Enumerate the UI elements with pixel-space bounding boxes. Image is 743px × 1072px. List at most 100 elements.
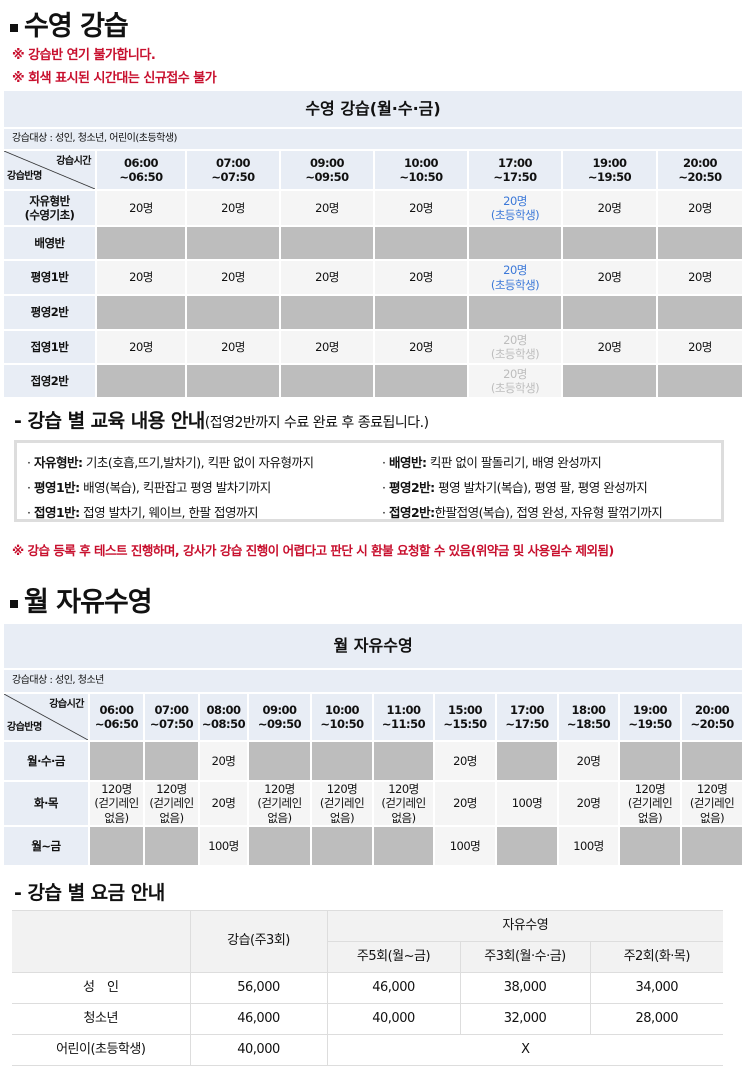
corner-header: 강습시간 강습반명 (2, 692, 90, 742)
capacity-cell: 20명 (279, 189, 375, 227)
capacity-cell: 20명 (95, 189, 187, 227)
capacity-cell: 20명 (655, 189, 743, 227)
time-header: 15:00 ~15:50 (433, 692, 497, 742)
capacity-cell: 20명 (433, 740, 497, 782)
capacity-cell: 20명 (373, 329, 469, 365)
curriculum-class-name: 배영반: (388, 455, 427, 470)
closed-slot (279, 225, 375, 261)
header-row: 강습시간 강습반명 06:00 ~06:50 07:00 ~07:50 09:00 ~0… (2, 149, 743, 191)
closed-slot (655, 225, 743, 261)
bullet-dot: · (27, 505, 34, 520)
time-header: 07:00 ~07:50 (185, 149, 281, 191)
curriculum-description: 킥판 없이 팔돌리기, 배영 완성까지 (426, 455, 602, 470)
capacity-cell: 20명 (373, 189, 469, 227)
capacity-cell: 20명 (279, 329, 375, 365)
capacity-cell: 20명 (655, 259, 743, 296)
fee-row: 청소년 46,000 40,000 32,000 28,000 (12, 1003, 724, 1035)
curriculum-item: · 자유형반: 기초(호흡,뜨기,발차기), 킥판 없이 자유형까지 (27, 452, 314, 471)
fee-value: 56,000 (190, 972, 328, 1004)
closed-slot (185, 294, 281, 331)
square-bullet-icon (10, 23, 18, 32)
capacity-cell: 20명 (561, 329, 658, 365)
class-name: 자유형반 (수영기초) (2, 189, 97, 227)
capacity-cell: 120명 (걷기레인 없음) (88, 779, 145, 828)
table-title: 수영 강습(월·수·금) (1, 89, 743, 129)
time-header: 06:00 ~06:50 (88, 692, 145, 742)
closed-slot (561, 363, 658, 399)
closed-slot (679, 825, 743, 868)
capacity-cell: 20명 (185, 329, 281, 365)
fee-heading: - 강습 별 요금 안내 (14, 882, 165, 904)
free-swim-header: 자유수영 (327, 910, 724, 942)
time-header: 08:00 ~08:50 (198, 692, 249, 742)
curriculum-box: · 자유형반: 기초(호흡,뜨기,발차기), 킥판 없이 자유형까지 · 배영반:… (14, 440, 724, 522)
time-header: 18:00 ~18:50 (557, 692, 620, 742)
free-swim-schedule-table: 월 자유수영 강습대상 : 성인, 청소년 강습시간 강습반명 06:00 ~06:50… (1, 622, 743, 868)
fee-value: 40,000 (190, 1034, 328, 1066)
fee-value: 28,000 (590, 1003, 724, 1035)
closed-slot (279, 294, 375, 331)
corner-bottom-label: 강습반명 (7, 721, 42, 733)
fee-table: 강습(주3회) 자유수영 주5회(월~금) 주3회(월·수·금) 주2회(화·목) 성 인… (12, 910, 724, 1066)
table-row: 접영2반 20명 (초등학생) (2, 363, 743, 399)
capacity-cell: 20명 (185, 259, 281, 296)
curriculum-item: · 평영1반: 배영(복습), 킥판잡고 평영 발차기까지 (27, 477, 271, 496)
table-row: 월·수·금 20명 20명 20명 (2, 740, 743, 782)
curriculum-heading: - 강습 별 교육 내용 안내(접영2반까지 수료 완료 후 종료됩니다.) (14, 410, 429, 432)
closed-slot (310, 825, 374, 868)
class-name: 배영반 (2, 225, 97, 261)
capacity-cell: 120명 (걷기레인 없음) (143, 779, 200, 828)
table-row: 월~금 100명 100명 100명 (2, 825, 743, 868)
curriculum-class-name: 평영2반: (388, 480, 435, 495)
class-name: 평영2반 (2, 294, 97, 331)
closed-slot (618, 825, 682, 868)
time-header: 06:00 ~06:50 (95, 149, 187, 191)
capacity-cell: 20명 (198, 740, 249, 782)
capacity-cell: 20명 (초등학생) (467, 363, 563, 399)
section-title-lessons: 수영 강습 (10, 4, 129, 43)
bullet-dot: · (27, 455, 34, 470)
capacity-cell: 20명 (95, 259, 187, 296)
curriculum-item: · 접영2반:한팔접영(복습), 접영 완성, 자유형 팔꺾기까지 (382, 502, 663, 521)
bullet-dot: · (382, 455, 389, 470)
closed-slot (495, 825, 559, 868)
closed-slot (95, 363, 187, 399)
target-audience: 강습대상 : 성인, 청소년 (1, 668, 743, 694)
closed-slot (95, 225, 187, 261)
time-header: 20:00 ~20:50 (655, 149, 743, 191)
fee-category: 청소년 (12, 1003, 191, 1035)
curriculum-description: 배영(복습), 킥판잡고 평영 발차기까지 (79, 480, 271, 495)
curriculum-class-name: 자유형반: (33, 455, 83, 470)
time-header: 19:00 ~19:50 (561, 149, 658, 191)
closed-slot (373, 294, 469, 331)
capacity-cell: 20명 (433, 779, 497, 828)
target-row: 강습대상 : 성인, 청소년, 어린이(초등학생) (1, 127, 743, 151)
lesson-header: 강습(주3회) (190, 910, 328, 973)
class-name: 접영2반 (2, 363, 97, 399)
capacity-cell: 120명 (걷기레인 없음) (372, 779, 435, 828)
fee-category: 성 인 (12, 972, 191, 1004)
closed-slot (467, 294, 563, 331)
bullet-dot: · (382, 505, 389, 520)
fee-row: 성 인 56,000 46,000 38,000 34,000 (12, 972, 724, 1004)
capacity-cell: 20명 (95, 329, 187, 365)
closed-slot (88, 825, 145, 868)
title-row: 수영 강습(월·수·금) (1, 89, 743, 129)
closed-slot (143, 825, 200, 868)
capacity-cell: 20명 (초등학생) (467, 189, 563, 227)
capacity-cell: 120명 (걷기레인 없음) (247, 779, 312, 828)
notice: ※ 회색 표시된 시간대는 신규접수 불가 (12, 71, 217, 86)
closed-slot (185, 225, 281, 261)
closed-slot (655, 363, 743, 399)
fee-value: 38,000 (460, 972, 591, 1004)
section-title-free-swim: 월 자유수영 (10, 580, 153, 619)
fee-corner (12, 910, 191, 973)
capacity-cell: 120명 (걷기레인 없음) (679, 779, 743, 828)
time-header: 19:00 ~19:50 (618, 692, 682, 742)
closed-slot (618, 740, 682, 782)
table-row: 화·목 120명 (걷기레인 없음) 120명 (걷기레인 없음) 20명 120명 (… (2, 779, 743, 828)
free-swim-subheader: 주5회(월~금) (327, 941, 461, 973)
target-audience: 강습대상 : 성인, 청소년, 어린이(초등학생) (1, 127, 743, 151)
free-swim-subheader: 주3회(월·수·금) (460, 941, 591, 973)
capacity-cell: 100명 (433, 825, 497, 868)
